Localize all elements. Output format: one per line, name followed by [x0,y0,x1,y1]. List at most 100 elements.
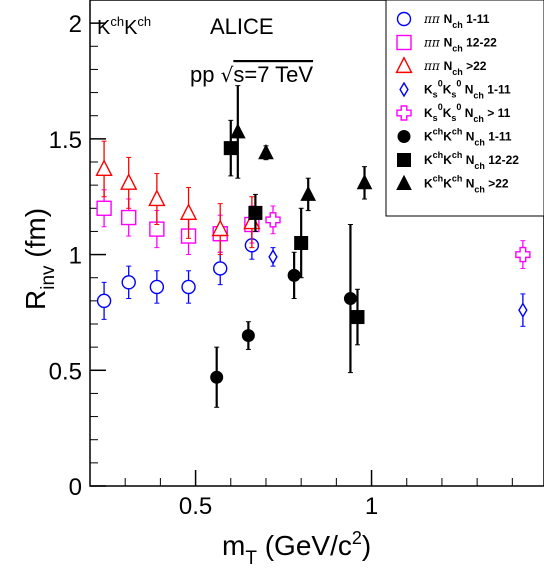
text-part: K [424,153,433,167]
y-axis-label: Rinv (fm) [20,208,59,310]
data-point [229,123,246,139]
text-part: 0 [438,102,443,112]
text-part: N [465,83,474,97]
series-5 [210,223,357,408]
legend-marker [397,130,411,143]
text-part: ch [452,150,463,160]
legend-label: KchKch Nch 1-11 [424,127,512,148]
legend-marker [396,11,412,27]
y-tick-label: 1.5 [49,127,82,154]
text-part: ππ [423,36,444,50]
text-part: >22 [463,59,487,73]
text-part: 1-11 [485,130,512,144]
text-part: ch [474,138,485,148]
text-part: ch [433,127,444,137]
text-part: 0 [456,79,461,89]
data-point [518,302,528,318]
data-point [179,203,198,220]
legend-label: ππ Nch >22 [423,59,487,77]
y-tick-label: 0.5 [49,358,82,385]
data-point [211,219,229,237]
text-part: ) [362,530,371,561]
data-point [356,174,373,190]
text-part: ch [433,150,444,160]
subtitle-pp: pp [190,62,221,87]
data-point [300,185,317,201]
text-part: ch [110,14,124,29]
data-point [149,279,165,295]
y-tick-label: 2 [69,11,82,38]
legend-label: Ks0Ks0 Nch > 11 [424,102,511,124]
axes: 0 0.5 1 1.5 2 0.5 1 [49,11,513,520]
text-part: 1-11 [484,83,511,97]
text-part: K [443,177,452,191]
data-point [96,293,112,309]
text-part: > 11 [484,106,511,120]
legend-marker [396,34,412,51]
text-part: ππ [423,12,444,26]
data-point [210,370,224,384]
text-part: K [424,106,433,120]
text-part: s [433,113,438,123]
text-part: s [451,90,456,100]
text-part: T [245,548,257,569]
text-part: 12-22 [485,153,519,167]
text-part: N [466,177,475,191]
data-point [213,261,228,276]
data-point [350,310,365,325]
data-point [120,173,138,190]
text-part: (GeV/c [257,530,352,561]
text-part: ch [137,14,151,29]
text-part: N [466,130,475,144]
text-part: >22 [485,177,509,191]
chart-title: ALICE [210,14,274,39]
text-part: K [443,130,452,144]
legend-label: KchKch Nch 12-22 [424,150,519,171]
text-part: N [444,36,453,50]
text-part: ch [473,91,484,101]
text-part: ch [452,127,463,137]
series-6 [223,119,365,346]
text-part: 1-11 [463,12,490,26]
text-part: N [465,106,474,120]
data-point [181,279,196,295]
text-part: s [451,113,456,123]
legend-marker [396,105,412,121]
text-part: (fm) [20,208,51,266]
series-7 [229,85,373,212]
y-tick-label: 1 [69,243,82,270]
data-point [95,159,113,177]
text-part: ch [474,161,485,171]
text-part: K [443,153,452,167]
text-part: ch [452,44,463,54]
text-part: N [444,12,453,26]
legend-label: ππ Nch 12-22 [423,36,497,54]
data-point [121,209,137,226]
text-part: s [433,90,438,100]
series-0 [96,230,260,320]
panel-label: KchKch [97,14,151,39]
text-part: ch [474,185,485,195]
text-part: ch [473,114,484,124]
plot-frame [89,0,544,487]
text-part: 12-22 [463,36,497,50]
text-part: ch [452,174,463,184]
data-point [248,205,263,220]
text-part: 0 [438,79,443,89]
x-tick-label: 1 [365,493,378,520]
subtitle-energy: s=7 TeV [233,62,313,87]
text-part: N [444,59,453,73]
data-point [343,292,357,306]
series-1 [96,189,260,256]
chart-subtitle: pp √s=7 TeV [190,62,313,87]
text-part: K [424,130,433,144]
data-points [95,85,531,408]
legend-label: ππ Nch 1-11 [423,12,490,30]
text-part: 0 [456,102,461,112]
legend-label: KchKch Nch >22 [424,174,509,195]
legend-marker [397,153,411,167]
legend-marker [399,81,409,98]
text-part: ch [452,67,463,77]
data-point [241,329,255,343]
